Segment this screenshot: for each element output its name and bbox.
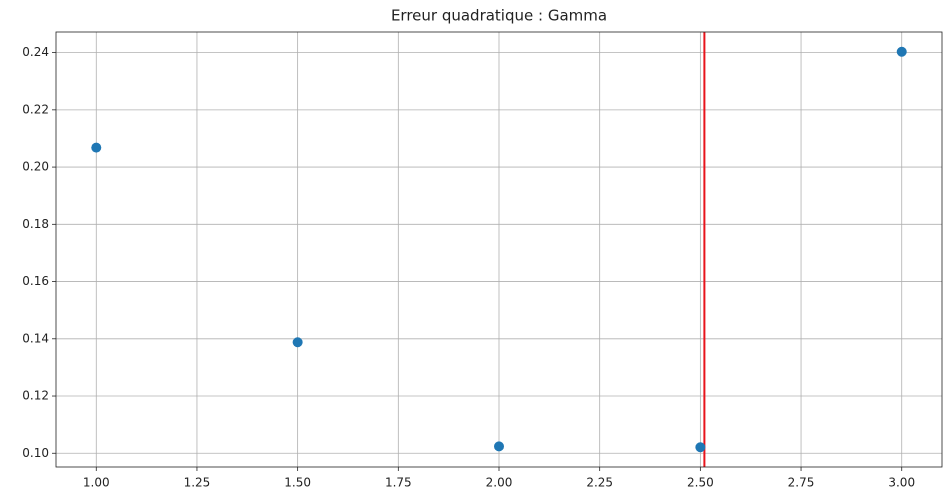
x-tick-label: 1.50 xyxy=(284,476,311,490)
x-tick-label: 2.75 xyxy=(788,476,815,490)
point xyxy=(91,142,102,153)
x-tick-label: 1.25 xyxy=(184,476,211,490)
x-tick-label: 3.00 xyxy=(888,476,915,490)
y-tick-label: 0.12 xyxy=(22,389,49,403)
point xyxy=(695,442,706,453)
y-tick-label: 0.10 xyxy=(22,446,49,460)
point xyxy=(292,337,303,348)
x-tick-label: 1.00 xyxy=(83,476,110,490)
x-tick-label: 1.75 xyxy=(385,476,412,490)
x-tick-label: 2.25 xyxy=(586,476,613,490)
x-tick-label: 2.00 xyxy=(486,476,513,490)
y-tick-label: 0.20 xyxy=(22,160,49,174)
y-tick-label: 0.22 xyxy=(22,102,49,116)
y-tick-label: 0.14 xyxy=(22,331,49,345)
chart-title: Erreur quadratique : Gamma xyxy=(391,7,607,25)
y-tick-label: 0.18 xyxy=(22,217,49,231)
x-tick-label: 2.50 xyxy=(687,476,714,490)
point xyxy=(896,46,907,57)
point xyxy=(494,441,504,452)
y-tick-label: 0.24 xyxy=(22,45,49,59)
y-tick-label: 0.16 xyxy=(22,274,49,288)
plot-frame xyxy=(55,31,943,468)
